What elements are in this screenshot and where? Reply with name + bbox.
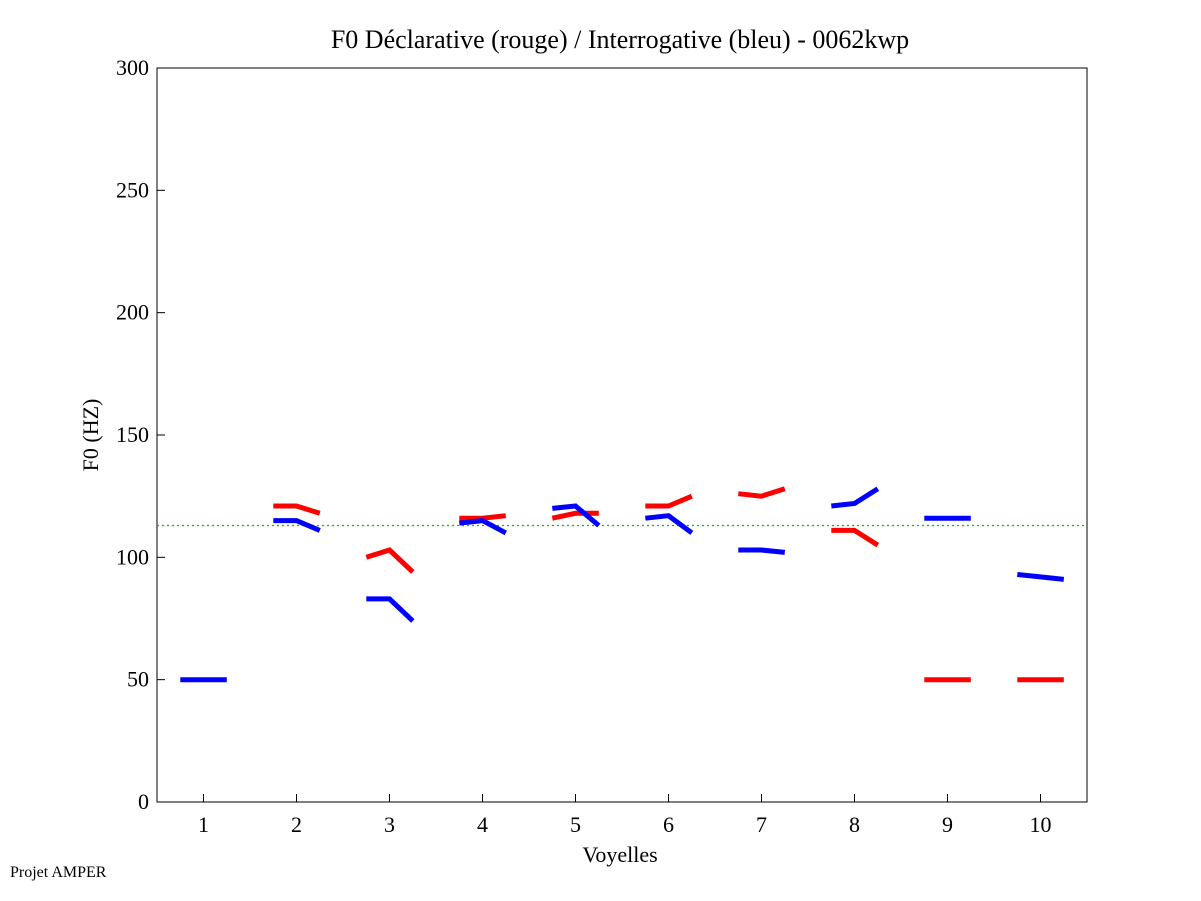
interrogative-segment-v8	[831, 486, 880, 509]
interrogative-segment-v5	[552, 503, 601, 528]
y-tick-label: 150	[116, 422, 149, 447]
y-tick-label: 100	[116, 544, 149, 569]
interrogative-segment-v3	[366, 596, 415, 623]
chart-title: F0 Déclarative (rouge) / Interrogative (…	[331, 25, 909, 54]
x-tick-label: 7	[756, 812, 767, 837]
declarative-segment-v6	[645, 493, 693, 509]
x-tick-label: 9	[942, 812, 953, 837]
x-tick-label: 5	[570, 812, 581, 837]
declarative-segment-v4	[459, 513, 507, 521]
x-tick-label: 10	[1030, 812, 1052, 837]
y-tick-label: 300	[116, 55, 149, 80]
interrogative-segment-v2	[273, 518, 321, 533]
x-tick-label: 4	[477, 812, 488, 837]
y-tick-label: 250	[116, 177, 149, 202]
x-axis-label: Voyelles	[582, 842, 657, 867]
footer-note: Projet AMPER	[10, 864, 107, 881]
x-tick-label: 2	[291, 812, 302, 837]
interrogative-segment-v7	[738, 547, 786, 555]
x-tick-label: 3	[384, 812, 395, 837]
declarative-segment-v8	[831, 527, 880, 548]
declarative-segment-v2	[273, 503, 321, 516]
declarative-segment-v7	[738, 486, 786, 499]
interrogative-segment-v10	[1017, 572, 1065, 582]
x-tick-label: 8	[849, 812, 860, 837]
y-tick-label: 0	[138, 789, 149, 814]
x-tick-label: 6	[663, 812, 674, 837]
interrogative-segment-v4	[459, 518, 507, 536]
x-tick-label: 1	[198, 812, 209, 837]
declarative-segment-v3	[365, 547, 415, 574]
tick-layer: 0 50 100 150 200 250 300 1 2 3 4 5 6 7 8 9 10	[116, 55, 1052, 837]
declarative-segment-v5	[551, 510, 599, 521]
y-axis-label: F0 (HZ)	[78, 399, 103, 472]
series-layer	[180, 486, 1065, 683]
axes-frame	[156, 67, 1088, 803]
y-tick-label: 200	[116, 300, 149, 325]
interrogative-segment-v6	[645, 513, 694, 535]
y-tick-label: 50	[127, 667, 149, 692]
